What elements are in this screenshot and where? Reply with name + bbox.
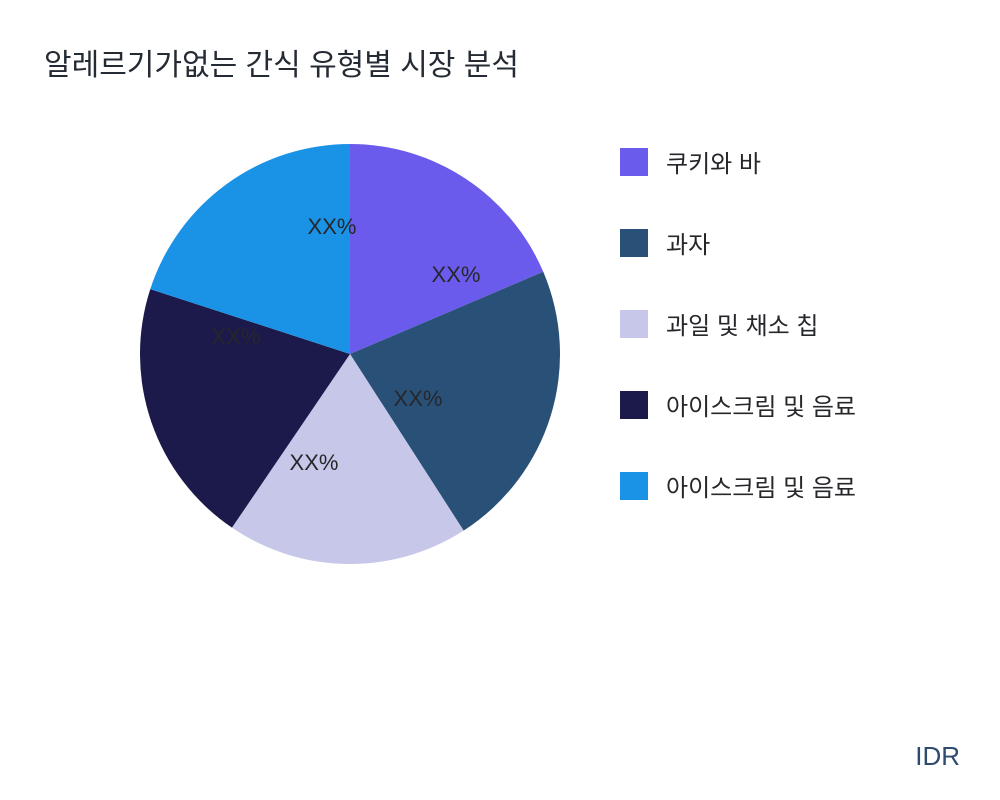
legend-label-0: 쿠키와 바 [666, 144, 761, 179]
legend-item-1: 과자 [620, 225, 856, 260]
legend-swatch-4 [620, 472, 648, 500]
legend-label-2: 과일 및 채소 칩 [666, 306, 818, 341]
pie-slice-label-2: XX% [212, 324, 261, 349]
legend: 쿠키와 바과자과일 및 채소 칩아이스크림 및 음료아이스크림 및 음료 [620, 144, 856, 549]
legend-item-3: 아이스크림 및 음료 [620, 387, 856, 422]
legend-item-4: 아이스크림 및 음료 [620, 468, 856, 503]
legend-swatch-1 [620, 229, 648, 257]
pie-svg: XX% XX% XX% XX% XX% [140, 144, 560, 564]
pie-slice-label-1: XX% [290, 450, 339, 475]
pie-slice-label-3: XX% [308, 214, 357, 239]
legend-swatch-0 [620, 148, 648, 176]
footer-source: IDR [915, 741, 960, 772]
legend-swatch-2 [620, 310, 648, 338]
chart-area: XX% XX% XX% XX% XX% 쿠키와 바과자과일 및 채소 칩아이스크림 및 … [40, 114, 960, 714]
legend-label-4: 아이스크림 및 음료 [666, 468, 856, 503]
legend-swatch-3 [620, 391, 648, 419]
legend-label-3: 아이스크림 및 음료 [666, 387, 856, 422]
chart-title: 알레르기가없는 간식 유형별 시장 분석 [44, 40, 960, 84]
pie-slice-label-4: XX% [432, 262, 481, 287]
pie-chart: XX% XX% XX% XX% XX% [140, 144, 560, 564]
pie-slice-label-0: XX% [394, 386, 443, 411]
legend-item-0: 쿠키와 바 [620, 144, 856, 179]
legend-item-2: 과일 및 채소 칩 [620, 306, 856, 341]
legend-label-1: 과자 [666, 225, 710, 260]
